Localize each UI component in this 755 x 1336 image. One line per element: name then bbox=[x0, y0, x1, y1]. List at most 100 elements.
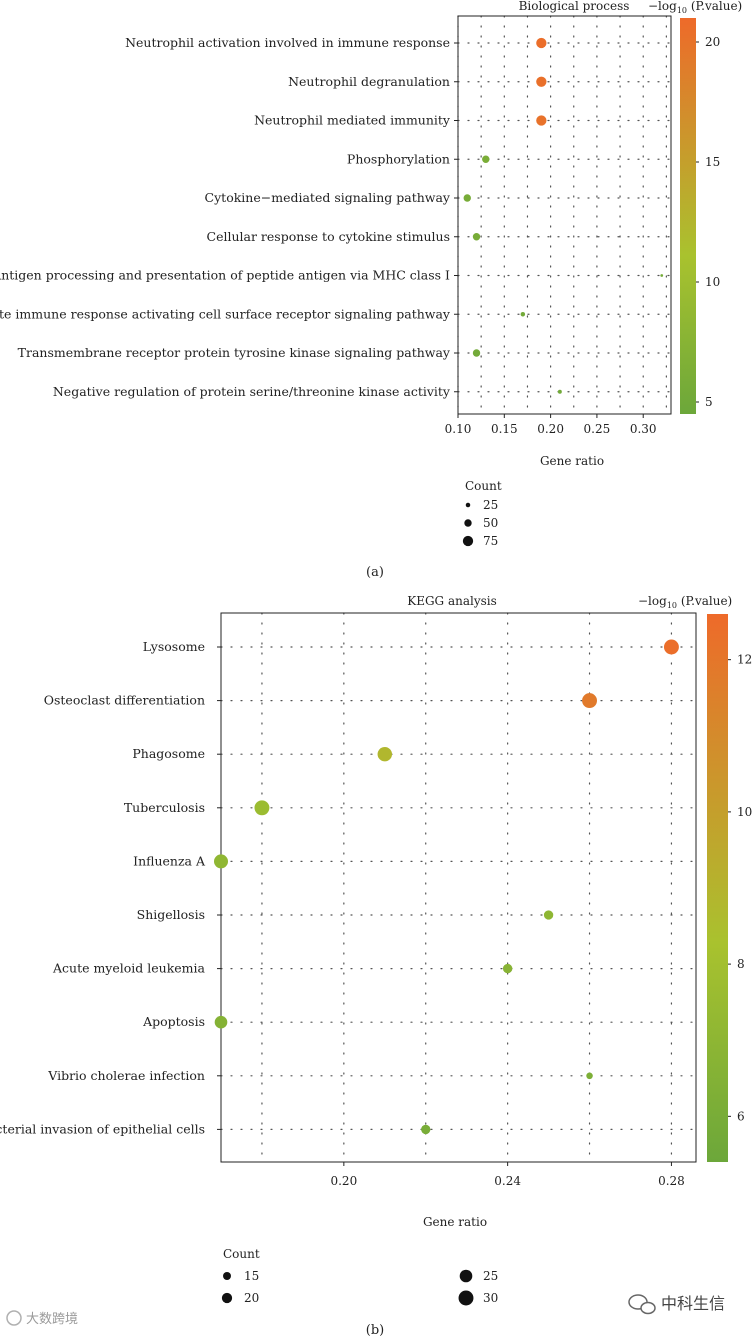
panel-b-grid bbox=[220, 612, 697, 1163]
panel-a-point bbox=[660, 274, 664, 277]
panel-a-x-tick-label: 0.15 bbox=[491, 422, 518, 436]
panel-b-point bbox=[502, 963, 513, 974]
panel-a-point bbox=[536, 76, 547, 87]
panel-b-size-legend-dot bbox=[458, 1290, 474, 1306]
panel-a-category-label: Neutrophil activation involved in immune… bbox=[125, 35, 450, 50]
panel-a-colorbar-ticks: 5 10 15 20 bbox=[696, 35, 720, 409]
panel-b-x-tick-label: 0.20 bbox=[330, 1174, 357, 1188]
panel-a-point bbox=[472, 233, 481, 241]
panel-a-size-legend-label: 75 bbox=[483, 534, 498, 548]
panel-a-size-legend-title: Count bbox=[465, 479, 502, 493]
panel-b-category-label: Tuberculosis bbox=[124, 800, 205, 815]
panel-b-point bbox=[377, 746, 393, 762]
panel-a-title: Biological process bbox=[519, 0, 630, 13]
panel-b-category-label: Acute myeloid leukemia bbox=[52, 961, 206, 976]
panel-a-point bbox=[536, 37, 547, 49]
watermark-right-text: 中科生信 bbox=[661, 1294, 725, 1313]
panel-b-colorbar-title-sub: 10 bbox=[667, 601, 677, 610]
panel-b-category-label: Phagosome bbox=[132, 746, 205, 761]
panel-a-category-label: Neutrophil mediated immunity bbox=[254, 113, 451, 128]
panel-b-point bbox=[214, 1015, 228, 1029]
watermark-left-icon bbox=[6, 1310, 22, 1326]
panel-a-x-tick-label: 0.10 bbox=[445, 422, 472, 436]
panel-b-point bbox=[582, 693, 597, 709]
panel-a-point bbox=[536, 115, 547, 126]
panel-b-category-label: Influenza A bbox=[133, 853, 206, 868]
panel-a-category-labels: Neutrophil activation involved in immune… bbox=[0, 35, 458, 399]
panel-b-colorbar-tick-label: 10 bbox=[737, 805, 752, 819]
panel-a-size-legend-dot bbox=[464, 519, 472, 527]
panel-b-points bbox=[214, 639, 679, 1135]
panel-a-biological-process: Biological process Neutrophil activation… bbox=[0, 0, 742, 580]
panel-b-category-labels: Lysosome Osteoclast differentiation Phagos… bbox=[0, 639, 221, 1136]
panel-a-size-legend-label: 25 bbox=[483, 498, 498, 512]
panel-a-category-label: Innate immune response activating cell s… bbox=[0, 306, 451, 321]
watermark-left: 大数跨境 bbox=[6, 1310, 78, 1327]
panel-b-size-legend-dot bbox=[223, 1272, 231, 1280]
panel-b-point bbox=[421, 1124, 431, 1135]
panel-b-category-label: Vibrio cholerae infection bbox=[47, 1068, 205, 1083]
panel-b-category-label: Osteoclast differentiation bbox=[44, 693, 205, 708]
panel-b-colorbar-title: −log10 (P.value) bbox=[638, 594, 732, 610]
panel-a-size-legend-label: 50 bbox=[483, 516, 498, 530]
panel-b-point bbox=[543, 910, 554, 920]
panel-a-category-label: Neutrophil degranulation bbox=[288, 74, 450, 89]
panel-b-size-legend-label: 20 bbox=[244, 1291, 259, 1305]
panel-a-x-tick-label: 0.20 bbox=[537, 422, 564, 436]
panel-b-size-legend-title: Count bbox=[223, 1247, 260, 1261]
panel-b-x-tick-label: 0.28 bbox=[658, 1174, 685, 1188]
panel-b-x-axis-label: Gene ratio bbox=[423, 1215, 487, 1229]
panel-a-category-label: Cellular response to cytokine stimulus bbox=[207, 229, 451, 244]
panel-b-size-legend-dot bbox=[459, 1269, 473, 1283]
panel-b-plot-frame bbox=[220, 612, 697, 1163]
panel-b-colorbar-tick-label: 6 bbox=[737, 1109, 745, 1123]
panel-a-colorbar-tick-label: 15 bbox=[705, 155, 720, 169]
panel-b-category-label: Lysosome bbox=[143, 639, 205, 654]
panel-b-category-label: Bacterial invasion of epithelial cells bbox=[0, 1121, 205, 1136]
panel-a-x-axis-label: Gene ratio bbox=[540, 454, 604, 468]
panel-a-colorbar-title-sub: 10 bbox=[677, 6, 687, 15]
panel-a-category-label: Transmembrane receptor protein tyrosine … bbox=[18, 345, 451, 360]
panel-b-size-legend-label: 30 bbox=[483, 1291, 498, 1305]
panel-a-point bbox=[482, 155, 490, 163]
panel-a-x-tick-label: 0.30 bbox=[630, 422, 657, 436]
panel-b-size-legend-label: 25 bbox=[483, 1269, 498, 1283]
wechat-icon bbox=[628, 1294, 656, 1315]
panel-a-category-label: Cytokine−mediated signaling pathway bbox=[205, 190, 451, 205]
panel-a-x-ticks: 0.10 0.15 0.20 0.25 0.30 bbox=[445, 414, 657, 436]
panel-a-size-legend: 25 50 75 bbox=[462, 498, 498, 548]
panel-a-x-tick-label: 0.25 bbox=[584, 422, 611, 436]
panel-b-category-label: Shigellosis bbox=[137, 907, 205, 922]
panel-b-size-legend-label: 15 bbox=[244, 1269, 259, 1283]
panel-b-point bbox=[214, 854, 228, 869]
panel-b-title: KEGG analysis bbox=[407, 594, 497, 608]
panel-a-grid bbox=[457, 15, 672, 415]
panel-b-x-ticks: 0.20 0.24 0.28 bbox=[330, 1162, 685, 1188]
panel-b-colorbar-title-prefix: −log bbox=[638, 594, 667, 608]
panel-b-point bbox=[586, 1072, 593, 1080]
panel-a-category-label: Negative regulation of protein serine/th… bbox=[53, 384, 451, 399]
panel-b-colorbar bbox=[707, 614, 728, 1162]
panel-b-size-legend: 15 20 25 30 bbox=[221, 1269, 498, 1306]
panel-a-label: (a) bbox=[366, 565, 384, 580]
panel-a-points bbox=[463, 37, 664, 394]
panel-b-colorbar-ticks: 6 8 10 12 bbox=[728, 653, 752, 1123]
watermark-left-text: 大数跨境 bbox=[26, 1312, 78, 1327]
panel-a-colorbar-title-suffix: (P.value) bbox=[687, 0, 742, 13]
panel-a-size-legend-dot bbox=[465, 502, 471, 508]
panel-b-colorbar-tick-label: 12 bbox=[737, 653, 752, 667]
panel-a-colorbar-tick-label: 20 bbox=[705, 35, 720, 49]
panel-a-size-legend-dot bbox=[462, 535, 474, 547]
panel-b-point bbox=[663, 639, 679, 655]
panel-a-point bbox=[463, 194, 471, 202]
panel-a-colorbar-title: −log10 (P.value) bbox=[648, 0, 742, 15]
panel-b-kegg-analysis: KEGG analysis Lysosome Osteoclast differe… bbox=[0, 594, 752, 1336]
panel-a-point bbox=[557, 389, 562, 394]
panel-a-colorbar-title-prefix: −log bbox=[648, 0, 677, 13]
panel-b-colorbar-title-suffix: (P.value) bbox=[677, 594, 732, 608]
panel-b-point bbox=[254, 800, 270, 816]
panel-b-category-label: Apoptosis bbox=[142, 1014, 205, 1029]
panel-b-x-tick-label: 0.24 bbox=[494, 1174, 521, 1188]
panel-a-colorbar-tick-label: 10 bbox=[705, 275, 720, 289]
